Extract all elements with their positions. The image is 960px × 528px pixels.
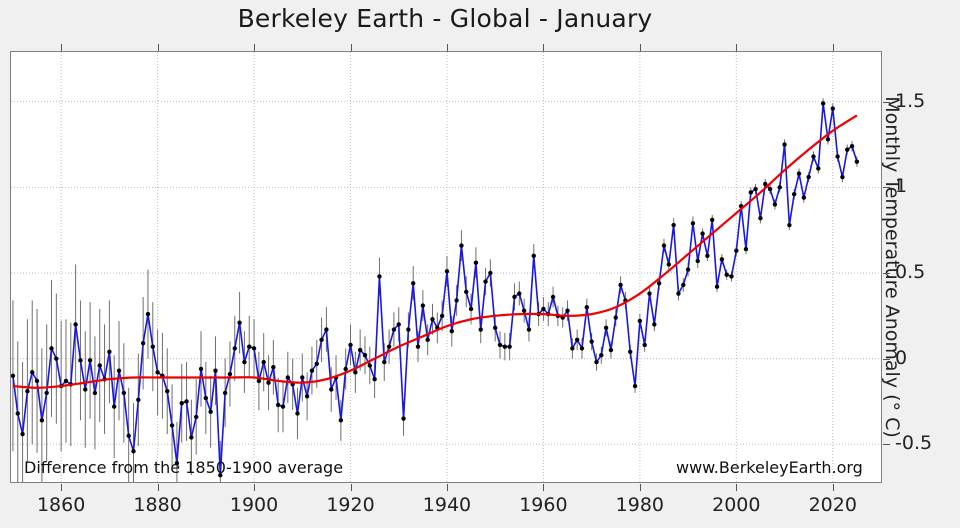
x-tick-label: 2020: [808, 494, 857, 516]
y-tickmark: [883, 272, 890, 274]
y-tick-label: 1.5: [895, 89, 926, 112]
trend-series-line: [12, 114, 858, 389]
plot-svg: [11, 52, 881, 482]
x-tickmark: [446, 484, 448, 491]
y-tickmark: [883, 444, 890, 446]
x-tick-label: 1900: [229, 494, 279, 516]
x-tick-label: 1880: [133, 494, 182, 516]
plot-area: [10, 51, 882, 483]
x-tickmark: [254, 484, 256, 491]
x-tickmark: [639, 484, 641, 491]
gridlines-group: [11, 52, 881, 482]
x-tick-label: 1940: [422, 494, 472, 516]
x-tickmark: [350, 484, 352, 491]
chart-title: Berkeley Earth - Global - January: [237, 4, 653, 33]
baseline-note: Difference from the 1850-1900 average: [24, 458, 344, 477]
x-tickmark: [61, 484, 63, 491]
x-tickmark-top: [543, 44, 545, 51]
x-tickmark: [543, 484, 545, 491]
errorbars-group: [12, 98, 858, 482]
source-note: www.BerkeleyEarth.org: [676, 458, 863, 477]
x-tick-label: 1980: [615, 494, 665, 516]
y-tick-label: 1: [895, 175, 908, 198]
x-tickmark: [157, 484, 159, 491]
y-tickmark: [883, 358, 890, 360]
observed-series-line: [12, 103, 858, 476]
x-tick-label: 2000: [712, 494, 761, 516]
observed-series-markers: [11, 101, 860, 478]
y-tick-label: -0.5: [895, 432, 933, 455]
x-tickmark-top: [157, 44, 159, 51]
x-tickmark-top: [736, 44, 738, 51]
x-tickmark: [736, 484, 738, 491]
x-tick-label: 1860: [36, 494, 86, 516]
x-tickmark-top: [832, 44, 834, 51]
x-tickmark: [832, 484, 834, 491]
y-tick-label: 0: [895, 346, 908, 369]
x-tick-label: 1960: [519, 494, 568, 516]
y-tick-label: 0.5: [895, 260, 926, 283]
x-tickmark-top: [254, 44, 256, 51]
x-tickmark-top: [350, 44, 352, 51]
x-tickmark-top: [446, 44, 448, 51]
y-tickmark: [883, 187, 890, 189]
y-tickmark: [883, 101, 890, 103]
x-tick-label: 1920: [326, 494, 375, 516]
x-tickmark-top: [61, 44, 63, 51]
x-tickmark-top: [639, 44, 641, 51]
